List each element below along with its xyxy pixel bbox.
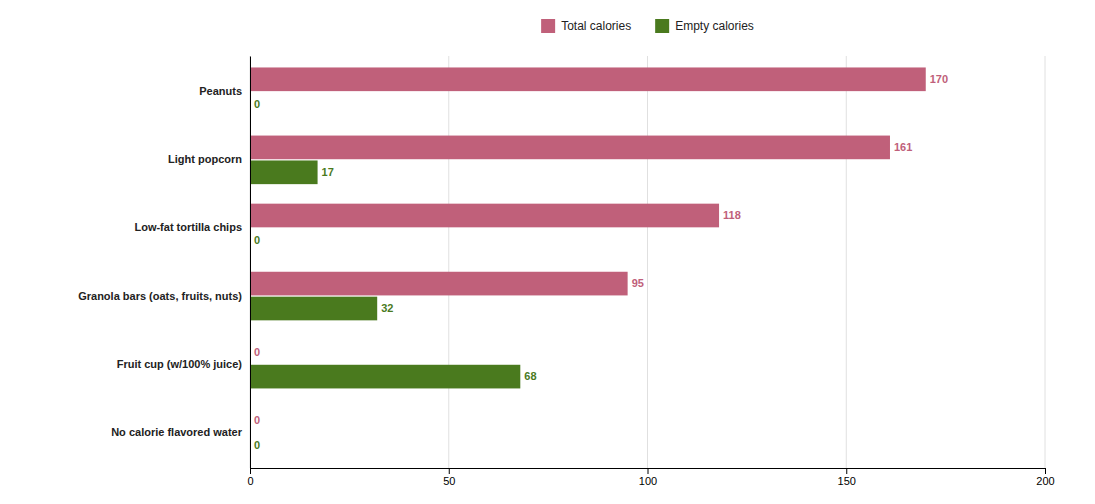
x-tick: 50: [443, 468, 455, 487]
data-label: 161: [894, 141, 912, 153]
bar: [250, 204, 719, 228]
bar: [250, 67, 926, 91]
bar: [250, 365, 520, 389]
y-tick: Peanuts: [199, 85, 242, 97]
y-tick-label: Granola bars (oats, fruits, nuts): [78, 290, 242, 302]
data-label: 0: [254, 98, 260, 110]
bar: [250, 297, 377, 321]
x-axis: 0 50 100 150 200: [247, 468, 1054, 487]
data-label: 17: [322, 166, 334, 178]
grid-line: [846, 56, 847, 468]
grid-line: [250, 56, 251, 468]
x-tick-mark: [1045, 468, 1046, 474]
x-tick-label: 200: [1036, 475, 1054, 487]
data-label: 0: [254, 346, 260, 358]
legend-item: Total calories: [541, 19, 631, 33]
chart-container: 0 50 100 150 200 Peanuts Light popcorn Low-fat …: [0, 0, 1095, 504]
x-tick: 150: [838, 468, 856, 487]
x-tick-label: 150: [838, 475, 856, 487]
legend-label: Empty calories: [675, 19, 754, 33]
bar-series: [250, 160, 520, 388]
grid-line: [647, 56, 648, 468]
y-tick-label: Low-fat tortilla chips: [134, 221, 242, 233]
bar-series: [250, 67, 926, 295]
data-label: 170: [930, 73, 948, 85]
legend-label: Total calories: [561, 19, 631, 33]
x-axis-line: [251, 469, 1046, 475]
grid-line: [448, 56, 449, 468]
legend-swatch: [655, 19, 669, 33]
data-label: 0: [254, 414, 260, 426]
data-label: 0: [254, 439, 260, 451]
bar: [250, 160, 318, 184]
y-tick: No calorie flavored water: [111, 426, 243, 438]
y-tick-label: No calorie flavored water: [111, 426, 243, 438]
x-tick-mark: [846, 468, 847, 474]
x-tick: 0: [247, 468, 253, 487]
data-label: 118: [723, 209, 741, 221]
x-tick-label: 100: [639, 475, 657, 487]
y-axis-line: [250, 57, 251, 469]
data-label: 68: [524, 370, 536, 382]
x-tick: 200: [1036, 468, 1054, 487]
bar: [250, 136, 890, 160]
y-tick-label: Fruit cup (w/100% juice): [117, 358, 243, 370]
x-tick-mark: [648, 468, 649, 474]
x-tick-mark: [250, 468, 251, 474]
legend: Total calories Empty calories: [541, 19, 754, 33]
y-tick: Granola bars (oats, fruits, nuts): [78, 290, 242, 302]
x-tick-mark: [449, 468, 450, 474]
grid-line: [1045, 56, 1046, 468]
bar: [250, 272, 628, 296]
y-tick: Fruit cup (w/100% juice): [117, 358, 243, 370]
legend-swatch: [541, 19, 555, 33]
y-tick-label: Light popcorn: [168, 153, 242, 165]
y-tick: Light popcorn: [168, 153, 242, 165]
data-label: 95: [632, 277, 644, 289]
data-labels: 1701611189500017032680: [254, 73, 948, 450]
x-tick-label: 0: [247, 475, 253, 487]
data-label: 32: [381, 302, 393, 314]
data-label: 0: [254, 234, 260, 246]
bars: [250, 67, 926, 388]
grid: [250, 56, 1045, 468]
y-tick-label: Peanuts: [199, 85, 242, 97]
x-tick-label: 50: [443, 475, 455, 487]
legend-item: Empty calories: [655, 19, 754, 33]
plot-area: 0 50 100 150 200 Peanuts Light popcorn Low-fat …: [78, 56, 1054, 487]
x-tick: 100: [639, 468, 657, 487]
y-tick: Low-fat tortilla chips: [134, 221, 242, 233]
y-axis: Peanuts Light popcorn Low-fat tortilla chi…: [78, 57, 250, 469]
chart-svg: 0 50 100 150 200 Peanuts Light popcorn Low-fat …: [0, 0, 1095, 504]
